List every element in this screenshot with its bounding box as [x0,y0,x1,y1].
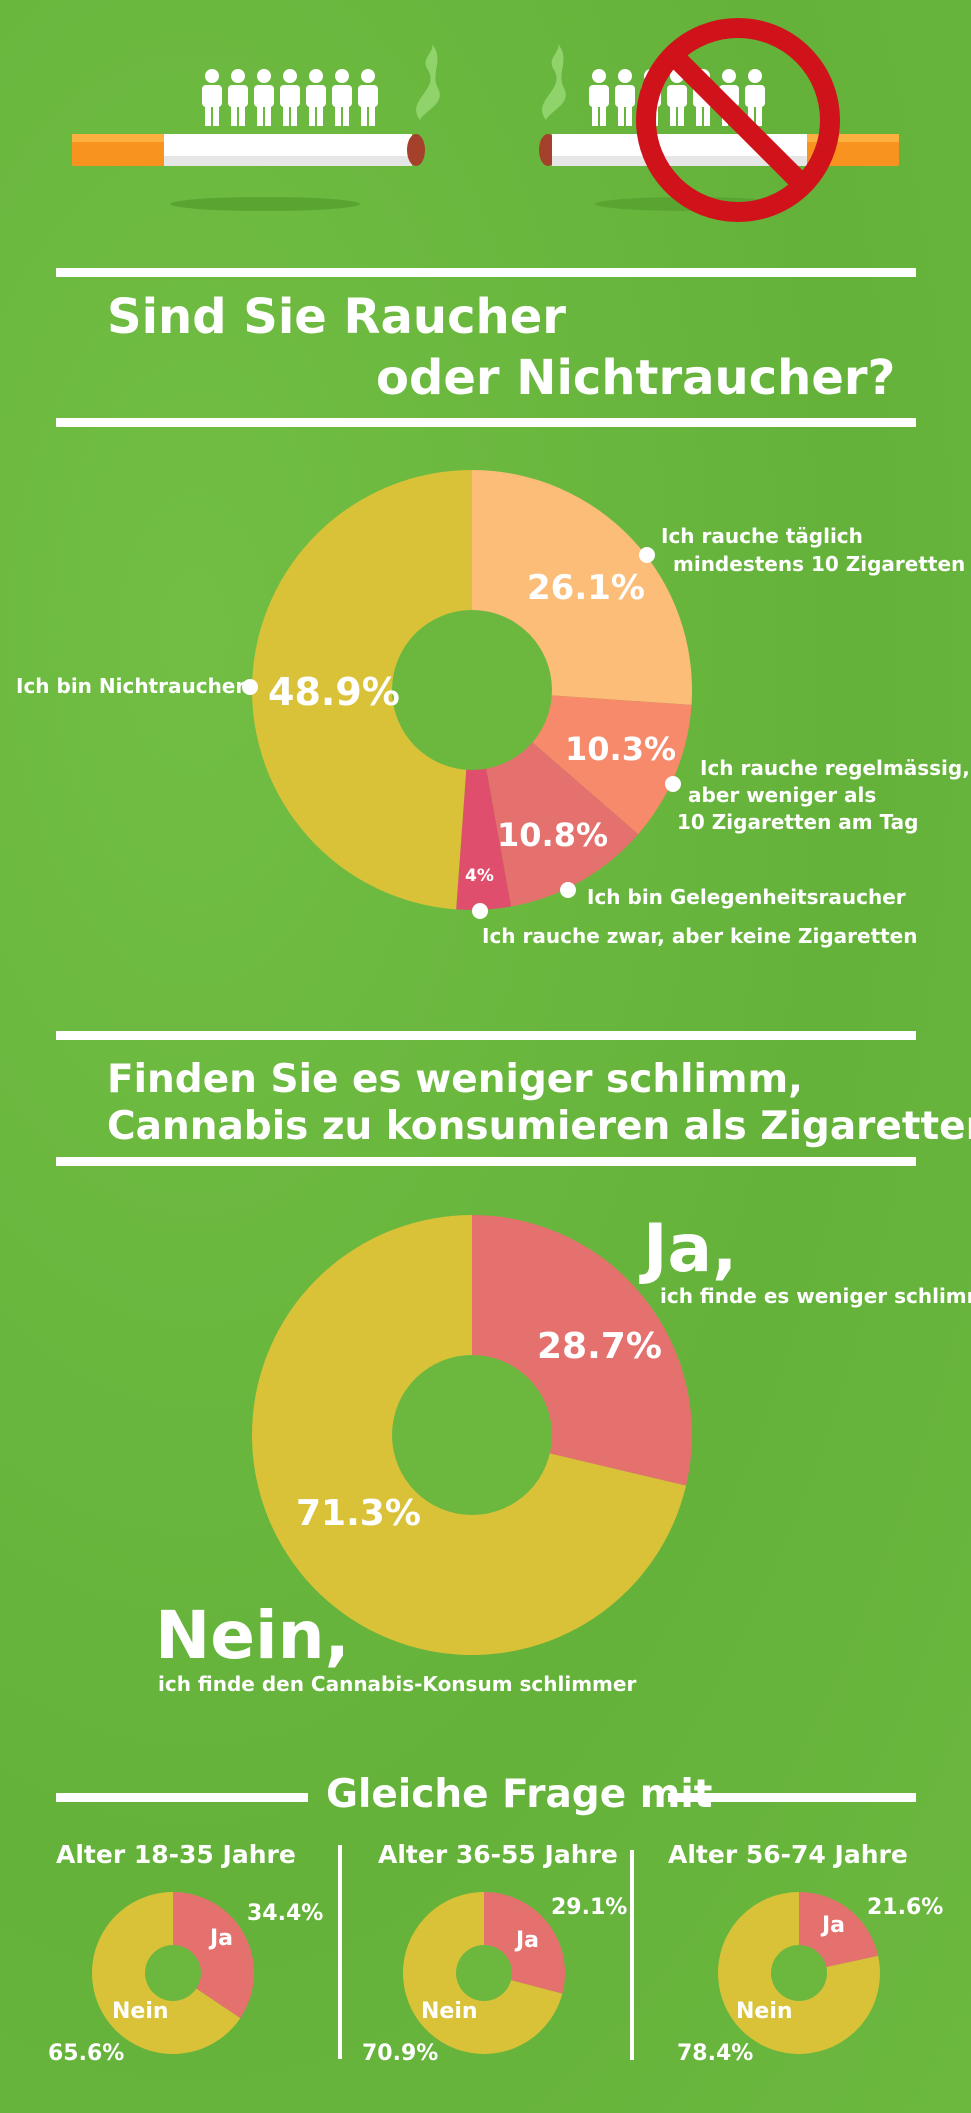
data-label-nein: 78.4% [677,2041,754,2066]
cigarette-shadow-left [170,197,360,211]
legend-dot [472,903,488,919]
legend-label-daily-1: Ich rauche täglich [661,524,863,548]
slice-label-ja: Ja [822,1913,846,1938]
data-label-nonsmoker: 48.9% [268,670,400,714]
donut-chart-age-56-74 [718,1892,880,2054]
pie-slice-ja [173,1892,254,2019]
data-label-regular: 10.3% [565,730,677,768]
donut-chart-age-36-55 [403,1892,565,2054]
person-icon [589,69,609,126]
section2-title-line2: Cannabis zu konsumieren als Zigaretten? [107,1104,971,1149]
donut-hole [392,1355,552,1515]
column-divider [338,1845,342,2059]
person-icon [745,69,765,126]
person-icon [254,69,274,126]
pie-slice-ja [799,1892,879,1973]
divider [56,1793,308,1802]
person-icon [280,69,300,126]
legend-dot [242,679,258,695]
section2-title-line1: Finden Sie es weniger schlimm, [107,1057,803,1102]
slice-label-ja: Ja [516,1928,540,1953]
legend-dot [560,882,576,898]
ja-subtitle: ich finde es weniger schlimm [660,1284,971,1308]
divider [56,1157,916,1166]
donut-chart-cannabis-vs-cigarettes [251,1215,692,1655]
legend-label-daily-2: mindestens 10 Zigaretten [673,552,966,576]
donut-chart-age-18-35 [91,1892,254,2054]
donut-hole [456,1945,512,2001]
data-label-ja: 28.7% [537,1326,662,1367]
legend-dot [639,547,655,563]
person-icon [615,69,635,126]
data-label-nein: 71.3% [296,1493,421,1534]
nein-subtitle: ich finde den Cannabis-Konsum schlimmer [158,1672,637,1696]
divider [668,1793,916,1802]
data-label-ja: 21.6% [867,1895,944,1920]
cigarette-icon [72,44,440,166]
legend-label-regular-1: Ich rauche regelmässig, [700,756,970,780]
pie-slice-ich-bin-nichtraucher [252,470,472,910]
divider [56,418,916,427]
donut-hole [145,1945,201,2001]
divider [56,268,916,277]
legend-label-regular-3: 10 Zigaretten am Tag [677,810,919,834]
slice-label-nein: Nein [421,1999,478,2024]
divider [56,1031,916,1040]
data-label-ja: 34.4% [247,1901,324,1926]
legend-label-nonsmoker: Ich bin Nichtraucher [16,674,246,698]
age-group-title: Alter 36-55 Jahre [378,1840,618,1869]
donut-hole [392,610,552,770]
data-label-other: 4% [465,866,494,886]
prohibition-icon [636,18,840,222]
person-icon [202,69,222,126]
donut-chart-smoking-status [252,470,692,910]
section3-title: Gleiche Frage mit [326,1772,713,1817]
section1-title-line1: Sind Sie Raucher [107,289,566,345]
legend-label-occasional: Ich bin Gelegenheitsraucher [587,885,906,909]
legend-label-other: Ich rauche zwar, aber keine Zigaretten [482,924,918,948]
data-label-ja: 29.1% [551,1895,628,1920]
slice-label-ja: Ja [210,1926,234,1951]
data-label-nein: 65.6% [48,2041,125,2066]
ja-heading: Ja, [643,1210,738,1287]
donut-hole [771,1945,827,2001]
age-group-title: Alter 56-74 Jahre [668,1840,908,1869]
section1-title-line2: oder Nichtraucher? [376,350,896,406]
data-label-daily: 26.1% [527,568,645,608]
person-icon [306,69,326,126]
age-group-title: Alter 18-35 Jahre [56,1840,296,1869]
person-icon [358,69,378,126]
person-icon [228,69,248,126]
data-label-nein: 70.9% [362,2041,439,2066]
data-label-occasional: 10.8% [497,816,609,854]
legend-label-regular-2: aber weniger als [688,783,877,807]
person-icon [332,69,352,126]
slice-label-nein: Nein [112,1999,169,2024]
column-divider [630,1850,634,2060]
people-group-smokers [202,69,378,126]
nein-heading: Nein, [155,1597,350,1674]
slice-label-nein: Nein [736,1999,793,2024]
legend-dot [665,776,681,792]
header-illustration [72,18,899,222]
